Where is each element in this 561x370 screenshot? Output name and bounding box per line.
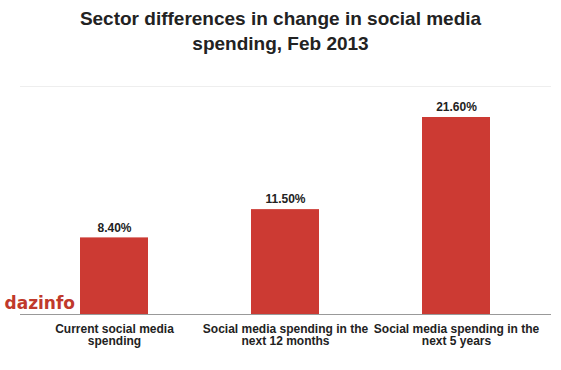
svg-text:11.50%: 11.50% <box>265 192 305 206</box>
svg-text:dazinfo: dazinfo <box>5 293 76 313</box>
svg-text:Social media spending in thene: Social media spending in thenext 12 mont… <box>203 322 369 348</box>
html-text:Sector differences in change i: Sector differences in change in social m… <box>79 8 482 54</box>
svg-text:8.40%: 8.40% <box>97 221 131 235</box>
svg-text:Current social mediaspending: Current social mediaspending <box>55 322 174 348</box>
svg-text:21.60%: 21.60% <box>436 100 477 114</box>
svg-text:Social media spending in thene: Social media spending in thenext 5 years <box>374 322 540 348</box>
